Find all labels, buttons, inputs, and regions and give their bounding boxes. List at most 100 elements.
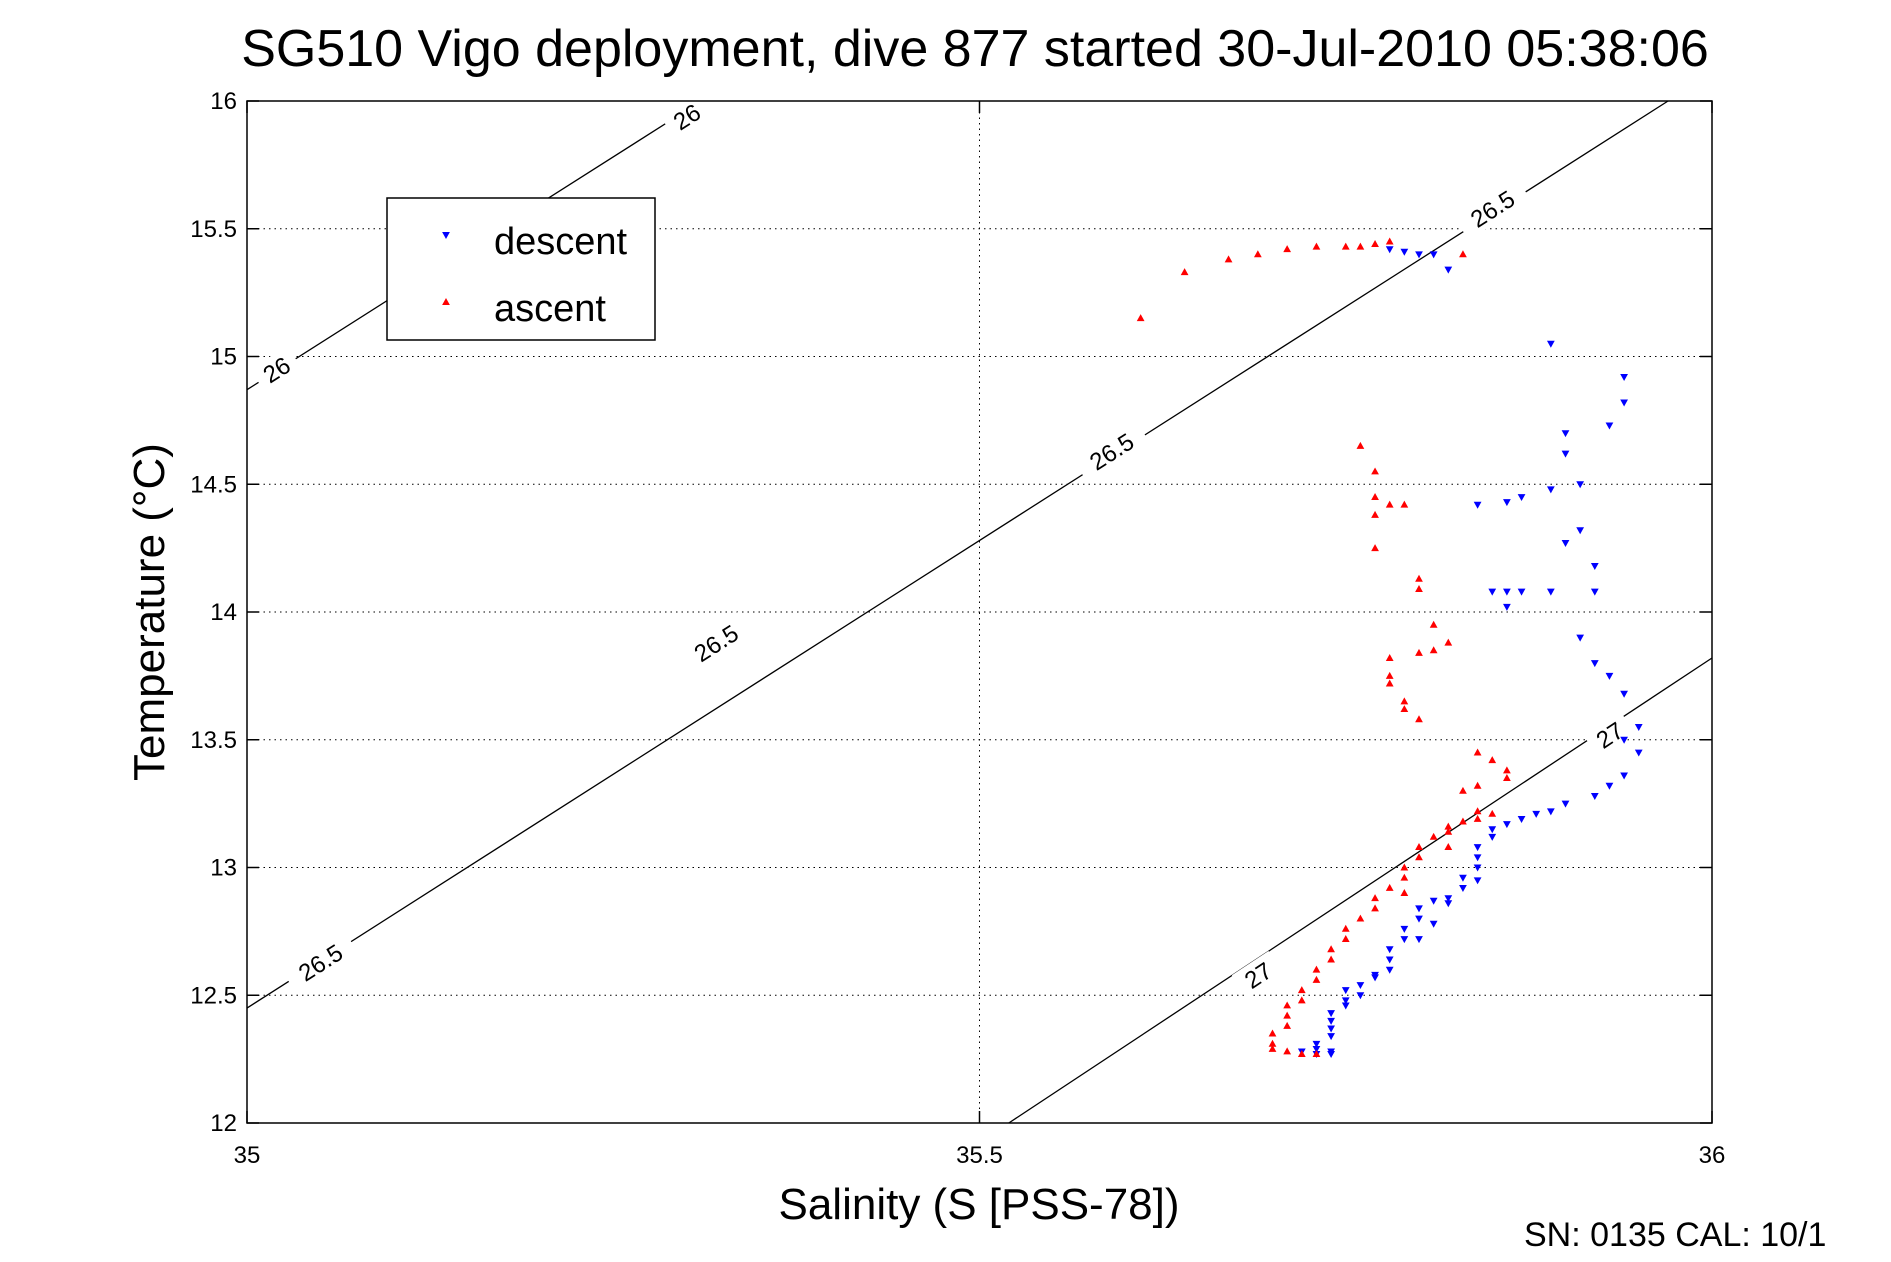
legend-box	[386, 197, 656, 341]
descent-point	[1576, 634, 1585, 642]
descent-point	[1327, 1025, 1335, 1033]
y-tick-label: 15.5	[190, 216, 237, 243]
ascent-point	[1312, 965, 1321, 973]
descent-point	[1312, 1040, 1321, 1048]
ascent-point	[1327, 945, 1335, 953]
descent-point	[1620, 690, 1628, 698]
ascent-point	[1297, 986, 1306, 994]
descent-point	[1327, 1010, 1335, 1018]
ascent-point	[1297, 996, 1306, 1004]
ascent-point	[1341, 242, 1350, 250]
ascent-point	[1312, 242, 1321, 250]
y-tick-label: 13.5	[190, 727, 237, 754]
descent-point	[1561, 430, 1570, 438]
ascent-point	[1371, 493, 1379, 500]
contour-label-bg	[1453, 176, 1531, 241]
ascent-point	[1473, 748, 1482, 756]
descent-point	[1605, 782, 1614, 790]
ascent-point	[1371, 467, 1379, 475]
legend-label-ascent: ascent	[494, 288, 606, 330]
ascent-point	[1385, 237, 1394, 245]
ascent-point	[1297, 1049, 1306, 1057]
descent-point	[1532, 810, 1541, 818]
ascent-point	[1371, 510, 1379, 518]
y-tick-label: 13	[210, 855, 237, 882]
y-axis-label: Temperature (°C)	[125, 443, 174, 781]
ascent-point	[1371, 240, 1379, 248]
ascent-point	[1385, 653, 1394, 661]
footer-calibration: SN: 0135 CAL: 10/1	[1524, 1216, 1826, 1254]
descent-point	[1473, 844, 1482, 852]
ascent-point	[1459, 786, 1467, 794]
ascent-point	[1473, 807, 1482, 815]
ascent-point	[1283, 1047, 1292, 1055]
x-tick-label: 35	[234, 1142, 261, 1169]
ascent-point	[1371, 904, 1379, 912]
descent-point	[1415, 251, 1423, 259]
ascent-point	[1136, 314, 1145, 322]
ascent-point	[1283, 1001, 1292, 1009]
descent-point	[1620, 373, 1628, 381]
ascent-point	[1473, 814, 1482, 822]
contour-label-bg	[677, 610, 755, 675]
descent-point	[1620, 399, 1628, 407]
ascent-point	[1371, 894, 1379, 902]
grid-lines	[247, 101, 1712, 1123]
ascent-point	[1400, 705, 1409, 713]
descent-point	[1385, 956, 1394, 964]
descent-point	[1444, 900, 1453, 908]
x-axis-ticks: 35 35.5 36	[234, 101, 1725, 1169]
descent-point	[1327, 1033, 1335, 1041]
descent-point	[1459, 874, 1467, 882]
descent-point	[1385, 946, 1394, 954]
ascent-point	[1488, 756, 1497, 764]
contour-label-bg	[1583, 710, 1636, 759]
descent-point	[1341, 1002, 1350, 1010]
ascent-point	[1385, 883, 1394, 891]
ascent-point	[1268, 1044, 1277, 1052]
descent-point	[1473, 854, 1482, 862]
descent-point	[1356, 992, 1365, 1000]
descent-point	[1546, 808, 1555, 816]
descent-point	[1415, 905, 1423, 913]
descent-point	[1312, 1045, 1321, 1053]
descent-point	[1634, 724, 1643, 731]
ascent-point	[1488, 809, 1497, 817]
ascent-point	[1444, 843, 1453, 851]
legend-marker-descent	[442, 232, 450, 240]
descent-point	[1356, 982, 1365, 990]
descent-point	[1341, 987, 1350, 995]
descent-point	[1371, 971, 1379, 979]
descent-point	[1400, 248, 1409, 256]
ascent-point	[1371, 544, 1379, 552]
ascent-point	[1356, 242, 1365, 250]
descent-point	[1473, 501, 1482, 509]
descent-point	[1385, 966, 1394, 974]
ascent-point	[1400, 863, 1409, 871]
ascent-point	[1503, 774, 1511, 782]
ascent-point	[1341, 935, 1350, 942]
ascent-point	[1400, 873, 1409, 881]
descent-point	[1400, 936, 1409, 944]
descent-point	[1444, 266, 1453, 274]
contour-label-bg	[1231, 950, 1284, 999]
ascent-point	[1283, 1011, 1292, 1019]
contour-label-bg	[660, 92, 713, 140]
descent-point	[1546, 486, 1555, 494]
ascent-point	[1327, 955, 1335, 963]
descent-point	[1429, 897, 1438, 905]
descent-point	[1341, 997, 1350, 1005]
descent-point	[1400, 925, 1409, 933]
descent-point	[1517, 494, 1526, 502]
descent-point	[1503, 588, 1511, 596]
descent-point	[1459, 884, 1467, 892]
y-tick-label: 16	[210, 88, 237, 115]
legend-marker-ascent	[442, 297, 450, 305]
descent-point	[1546, 588, 1555, 596]
descent-point	[1561, 800, 1570, 808]
ascent-point	[1312, 1049, 1321, 1057]
ascent-point	[1415, 574, 1423, 582]
ascent-point	[1459, 817, 1467, 825]
x-axis-label: Salinity (S [PSS-78])	[778, 1180, 1179, 1229]
